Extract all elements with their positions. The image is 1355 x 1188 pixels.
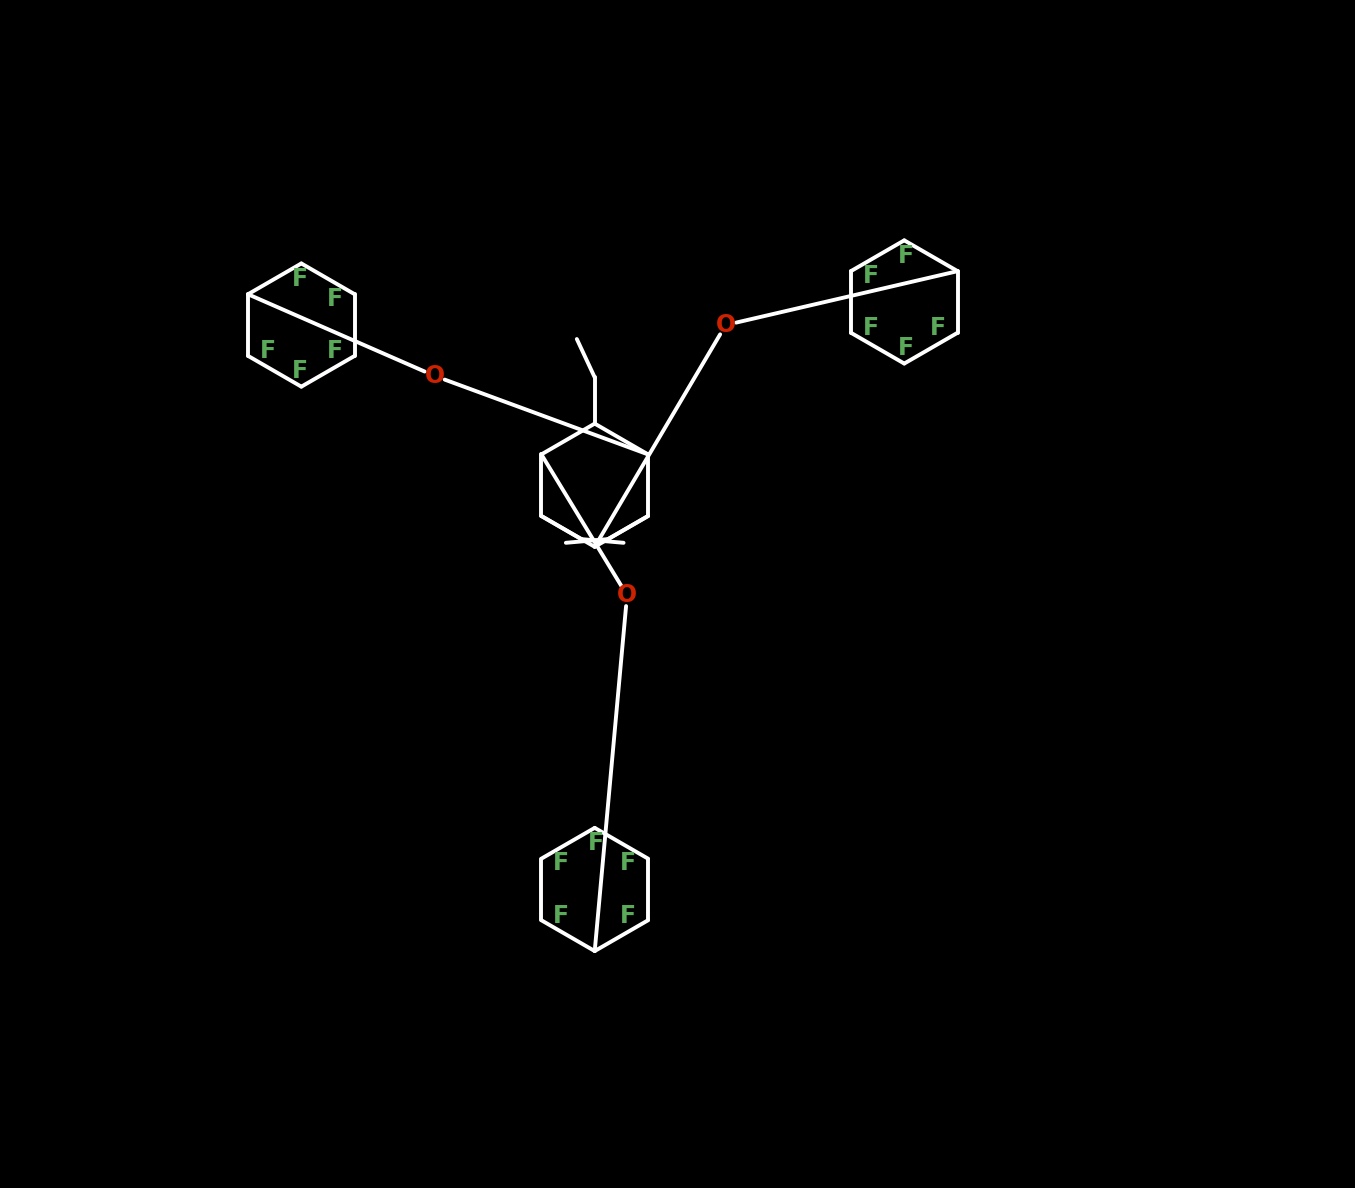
Text: F: F [930,316,946,340]
Text: O: O [424,364,444,387]
Text: F: F [621,904,635,928]
Text: O: O [715,314,736,337]
Text: F: F [291,359,308,384]
Text: F: F [898,244,913,267]
Text: F: F [291,267,308,291]
Text: O: O [617,583,637,607]
Text: F: F [327,286,343,311]
Text: F: F [588,832,604,855]
Text: F: F [863,316,879,340]
Text: F: F [553,852,569,876]
Text: F: F [260,340,276,364]
Text: F: F [863,264,879,287]
Text: F: F [621,852,635,876]
Text: F: F [898,336,913,360]
Text: F: F [553,904,569,928]
Text: F: F [327,340,343,364]
